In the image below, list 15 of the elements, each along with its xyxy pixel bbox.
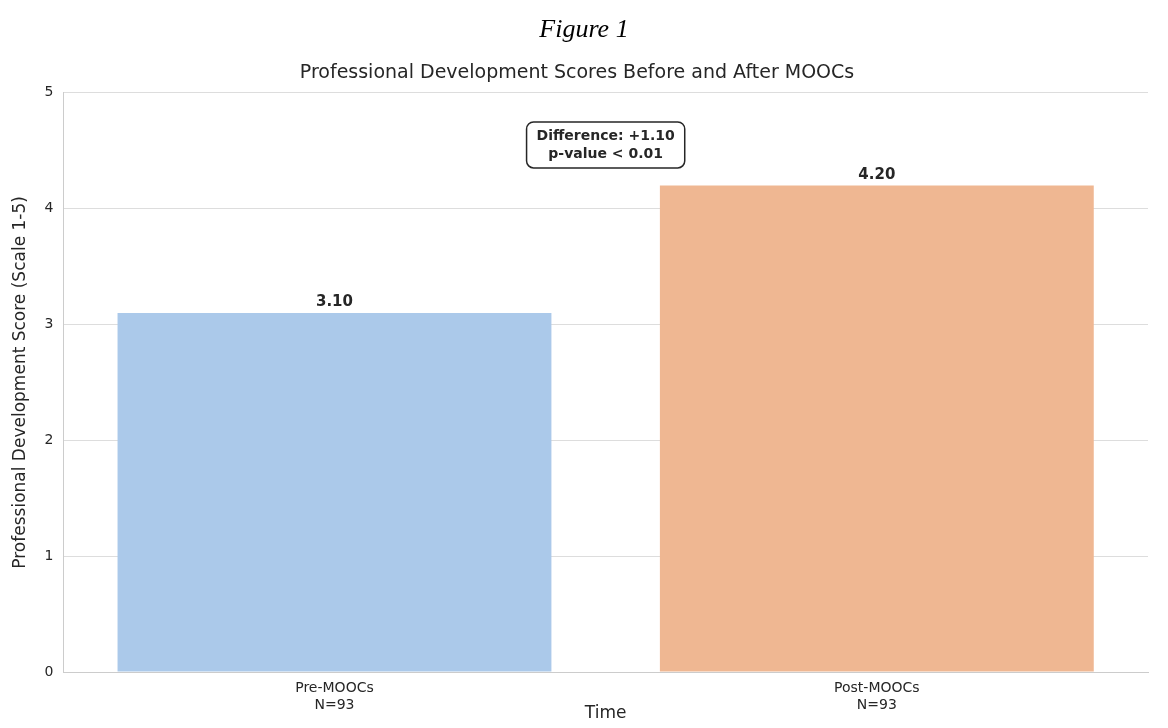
chart-subtitle: Professional Development Scores Before and After MOOCs — [299, 60, 855, 83]
annotation: Difference: +1.10 p-value < 0.01 — [536, 126, 675, 161]
y-axis-title: Professional Development Score (Scale 1-5) — [8, 196, 29, 569]
y-tick-label: 2 — [44, 430, 54, 447]
x-tick-label: Pre-MOOCs N=93 — [295, 679, 374, 712]
data-label: 4.20 — [858, 164, 896, 183]
y-tick-label: 4 — [44, 199, 54, 216]
data-label: 3.10 — [315, 292, 353, 311]
x-axis-title: Time — [583, 702, 627, 723]
y-tick-label: 5 — [44, 83, 54, 100]
x-tick-label: Post-MOOCs N=93 — [834, 679, 920, 712]
chart-title: Figure 1 — [538, 14, 630, 44]
y-tick-label: 1 — [44, 546, 54, 563]
y-tick-label: 3 — [44, 315, 54, 332]
y-tick-label: 0 — [44, 662, 54, 679]
